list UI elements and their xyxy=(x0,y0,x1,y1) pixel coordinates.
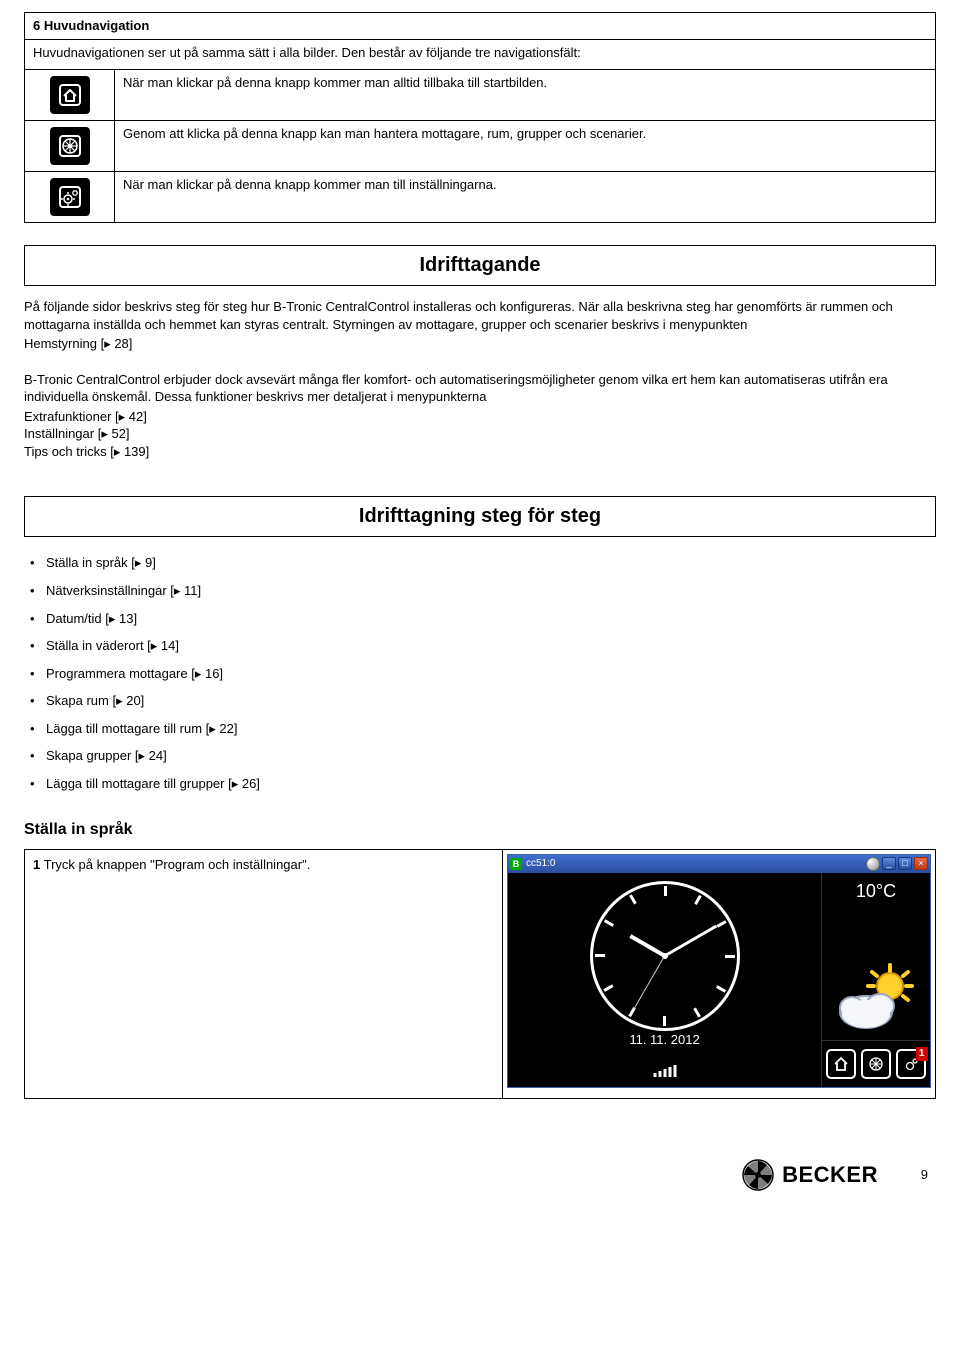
subheading-stallain: Ställa in språk xyxy=(24,819,936,841)
clock-panel: 11. 11. 2012 xyxy=(508,873,822,1087)
signal-icon xyxy=(653,1065,676,1077)
steps-list: Ställa in språk [▸ 9] Nätverksinställnin… xyxy=(24,549,936,797)
step-item: Skapa rum [▸ 20] xyxy=(24,687,936,715)
nav-text: När man klickar på denna knapp kommer ma… xyxy=(115,70,935,120)
brand-logo: BECKER xyxy=(742,1159,878,1191)
section-6-title: 6 Huvudnavigation xyxy=(25,13,935,40)
nav-row-fan: Genom att klicka på denna knapp kan man … xyxy=(25,121,935,172)
nav-icon-cell xyxy=(25,121,115,171)
idrift-para1: På följande sidor beskrivs steg för steg… xyxy=(24,298,936,333)
idrift-ref4: Tips och tricks [▸ 139] xyxy=(24,443,936,461)
window-titlebar: B cc51:0 _ □ × xyxy=(508,855,930,873)
maximize-button[interactable]: □ xyxy=(898,857,912,870)
brand-name: BECKER xyxy=(782,1160,878,1190)
heading-stegforsteg: Idrifttagning steg för steg xyxy=(24,496,936,537)
heading-idrifttagande: Idrifttagande xyxy=(24,245,936,286)
section-6-intro: Huvudnavigationen ser ut på samma sätt i… xyxy=(25,40,935,71)
idrift-ref3: Inställningar [▸ 52] xyxy=(24,425,936,443)
nav-strip: 1 xyxy=(822,1041,930,1087)
nav-row-home: När man klickar på denna knapp kommer ma… xyxy=(25,70,935,121)
step-item: Datum/tid [▸ 13] xyxy=(24,605,936,633)
nav-text: Genom att klicka på denna knapp kan man … xyxy=(115,121,935,171)
home-icon xyxy=(50,76,90,114)
brand-fan-icon xyxy=(742,1159,774,1191)
weather-icon xyxy=(832,962,920,1034)
nav-icon-cell xyxy=(25,172,115,222)
page-number: 9 xyxy=(912,1166,928,1184)
nav-icon-cell xyxy=(25,70,115,120)
step-item: Nätverksinställningar [▸ 11] xyxy=(24,577,936,605)
nav-settings-button[interactable]: 1 xyxy=(896,1049,926,1079)
nav-row-gear: När man klickar på denna knapp kommer ma… xyxy=(25,172,935,222)
step-item: Programmera mottagare [▸ 16] xyxy=(24,660,936,688)
app-icon: B xyxy=(510,858,522,870)
instruction-table: 1 Tryck på knappen "Program och inställn… xyxy=(24,849,936,1099)
nav-home-button[interactable] xyxy=(826,1049,856,1079)
analog-clock xyxy=(590,881,740,1031)
fan-icon xyxy=(50,127,90,165)
idrift-para2: B-Tronic CentralControl erbjuder dock av… xyxy=(24,371,936,406)
step-item: Ställa in språk [▸ 9] xyxy=(24,549,936,577)
globe-icon[interactable] xyxy=(866,857,880,871)
window-title: cc51:0 xyxy=(526,857,555,871)
device-screenshot: B cc51:0 _ □ × xyxy=(507,854,931,1088)
step-item: Skapa grupper [▸ 24] xyxy=(24,742,936,770)
step-item: Lägga till mottagare till rum [▸ 22] xyxy=(24,715,936,743)
instruction-text-cell: 1 Tryck på knappen "Program och inställn… xyxy=(25,850,503,1098)
weather-panel: 10°C xyxy=(822,873,930,1041)
highlight-badge: 1 xyxy=(916,1047,928,1061)
instruction-screenshot-cell: B cc51:0 _ □ × xyxy=(503,850,935,1098)
step-item: Ställa in väderort [▸ 14] xyxy=(24,632,936,660)
close-button[interactable]: × xyxy=(914,857,928,870)
nav-text: När man klickar på denna knapp kommer ma… xyxy=(115,172,935,222)
step-item: Lägga till mottagare till grupper [▸ 26] xyxy=(24,770,936,798)
page-footer: BECKER 9 xyxy=(24,1159,936,1191)
date-text: 11. 11. 2012 xyxy=(508,1031,821,1049)
temperature-text: 10°C xyxy=(822,879,930,903)
idrift-ref2: Extrafunktioner [▸ 42] xyxy=(24,408,936,426)
idrift-ref1: Hemstyrning [▸ 28] xyxy=(24,335,936,353)
gear-icon xyxy=(50,178,90,216)
section-6-box: 6 Huvudnavigation Huvudnavigationen ser … xyxy=(24,12,936,223)
step-text: Tryck på knappen "Program och inställnin… xyxy=(40,857,310,872)
nav-fan-button[interactable] xyxy=(861,1049,891,1079)
minimize-button[interactable]: _ xyxy=(882,857,896,870)
